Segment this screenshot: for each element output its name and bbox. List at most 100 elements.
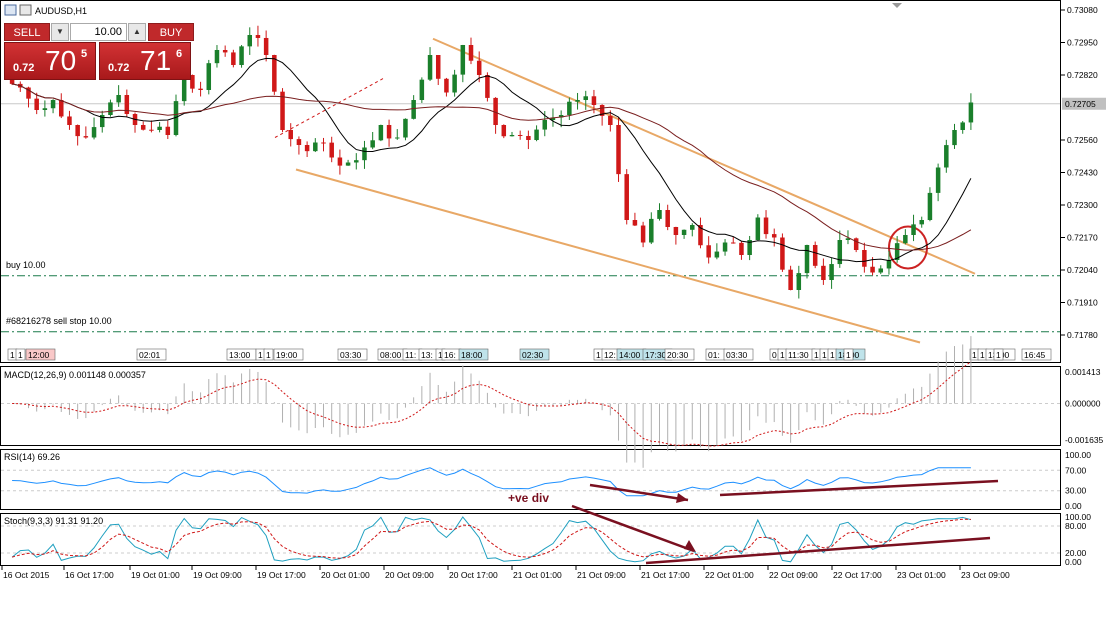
candle-body <box>444 78 449 93</box>
scroll-shift-icon[interactable] <box>892 3 902 8</box>
candle-body <box>796 273 802 290</box>
candle-body <box>59 100 64 117</box>
candle-body <box>173 101 179 135</box>
candle-body <box>599 105 605 116</box>
rsi-tick-label: 70.00 <box>1065 465 1087 475</box>
stoch-tick-label: 20.00 <box>1065 548 1087 558</box>
candle-body <box>116 95 121 103</box>
candle-body <box>304 145 310 152</box>
event-marker-label: 1 <box>996 350 1001 360</box>
stoch-signal-line <box>11 518 971 559</box>
buy-price-box[interactable]: 0.72 71 6 <box>99 42 191 80</box>
event-marker-label: 03:30 <box>340 350 362 360</box>
buy-price-sup: 6 <box>176 48 183 60</box>
candles <box>9 25 974 299</box>
trade-history-line <box>274 77 386 138</box>
event-marker-label: 1 <box>814 350 819 360</box>
time-tick-label: 20 Oct 01:00 <box>321 570 370 580</box>
event-marker-box <box>1021 348 1052 361</box>
candle-body <box>911 224 916 235</box>
event-marker-box <box>519 348 550 361</box>
stoch-arrow-head <box>684 540 696 552</box>
event-marker-box <box>664 348 695 361</box>
event-marker-label: 0 <box>772 350 777 360</box>
price-tick-label: 0.72300 <box>1067 200 1098 210</box>
candle-body <box>616 125 621 175</box>
candle-body <box>567 101 572 115</box>
macd-tick-label: 0.000000 <box>1065 399 1101 409</box>
candle-body <box>870 266 875 273</box>
event-marker-label: 1 <box>438 350 443 360</box>
candle-body <box>386 125 392 139</box>
price-tick-label: 0.72040 <box>1067 265 1098 275</box>
candle-body <box>501 125 507 137</box>
candle-body <box>362 147 367 161</box>
rsi-trendline <box>719 479 999 497</box>
candle-body <box>698 225 703 246</box>
channel-lower-line <box>295 168 921 344</box>
candle-body <box>837 240 843 265</box>
candle-body <box>730 242 736 244</box>
event-marker-label: 14:00 <box>619 350 641 360</box>
candle-body <box>67 116 72 125</box>
buy-price-big: 71 <box>140 45 172 76</box>
event-marker-box <box>723 348 754 361</box>
event-marker-label: 1 <box>972 350 977 360</box>
candle-body <box>411 100 416 119</box>
candle-body <box>608 115 613 125</box>
buy-button[interactable]: BUY <box>148 23 194 41</box>
candle-body <box>321 142 326 144</box>
event-marker-label: 1 <box>18 350 23 360</box>
volume-decrease-button[interactable]: ▼ <box>51 23 69 41</box>
candle-body <box>34 98 39 110</box>
event-marker-label: 12: <box>604 350 616 360</box>
event-marker-label: 1 <box>846 350 851 360</box>
time-tick-label: 22 Oct 01:00 <box>705 570 754 580</box>
window-icon <box>4 4 17 16</box>
rsi-label: RSI(14) 69.26 <box>4 452 60 462</box>
stoch-divergence-arrow <box>571 504 695 553</box>
time-tick-label: 19 Oct 01:00 <box>131 570 180 580</box>
price-tick-label: 0.72560 <box>1067 135 1098 145</box>
candle-body <box>354 160 359 163</box>
candle-body <box>247 35 253 47</box>
candle-body <box>534 129 539 140</box>
sell-price-prefix: 0.72 <box>13 62 35 74</box>
time-tick-label: 22 Oct 09:00 <box>769 570 818 580</box>
buy-price-prefix: 0.72 <box>108 62 130 74</box>
candle-body <box>558 115 564 118</box>
candle-body <box>288 130 293 140</box>
candle-body <box>42 108 48 110</box>
sell-button[interactable]: SELL <box>4 23 50 41</box>
time-tick-label: 20 Oct 09:00 <box>385 570 434 580</box>
event-marker-label: 16: <box>444 350 456 360</box>
window-menu-icon[interactable] <box>19 4 32 16</box>
candle-body <box>952 130 957 146</box>
time-tick-label: 21 Oct 17:00 <box>641 570 690 580</box>
event-marker-label: 11:30 <box>788 350 809 360</box>
current-price-badge <box>1062 97 1106 110</box>
event-marker-label: 1 <box>258 350 263 360</box>
candle-body <box>370 140 375 148</box>
sell-price-box[interactable]: 0.72 70 5 <box>4 42 96 80</box>
candle-body <box>771 234 777 238</box>
candle-body <box>337 157 343 166</box>
candle-body <box>640 225 646 243</box>
event-marker-label: 13: <box>421 350 433 360</box>
divergence-text: +ve div <box>508 491 549 505</box>
volume-increase-button[interactable]: ▲ <box>128 23 146 41</box>
event-marker-label: 02:30 <box>522 350 544 360</box>
time-tick-label: 21 Oct 09:00 <box>577 570 626 580</box>
candle-body <box>526 135 531 140</box>
divergence-annotations <box>571 479 999 565</box>
event-marker-label: 1 <box>266 350 271 360</box>
candle-body <box>231 52 236 65</box>
candle-body <box>968 102 974 123</box>
candle-body <box>706 245 711 258</box>
macd-tick-label: 0.001413 <box>1065 367 1101 377</box>
volume-input[interactable]: 10.00 <box>70 23 127 41</box>
rsi-panel-frame <box>0 449 1061 510</box>
event-marker-box <box>136 348 167 361</box>
event-marker-label: 1 <box>596 350 601 360</box>
